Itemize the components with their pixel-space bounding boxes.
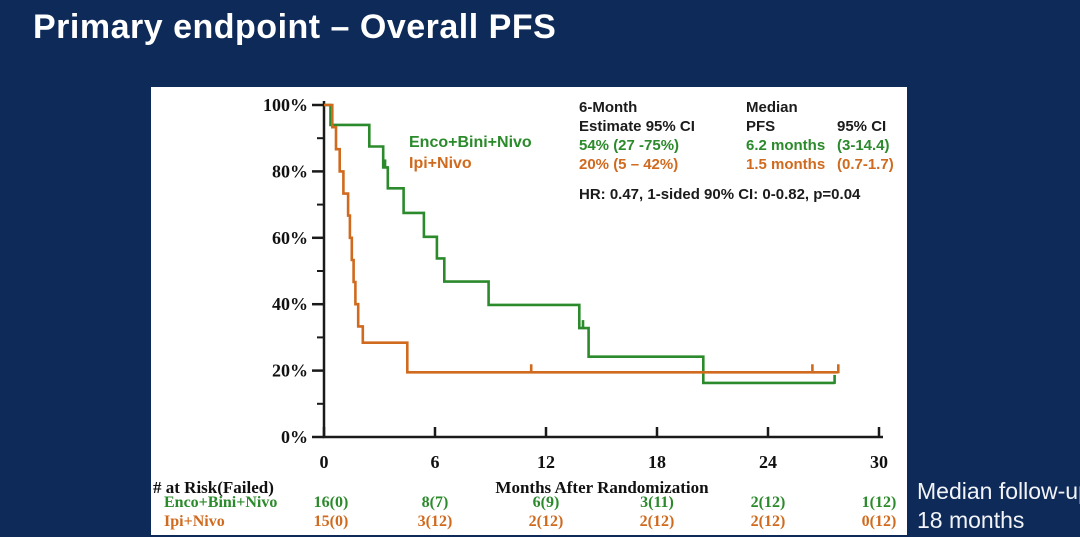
stats-col-ci-h2: 95% CI xyxy=(837,118,887,135)
median-followup-note: Median follow-up: 18 months xyxy=(917,477,1080,535)
chart-panel: 0% 20% 40% 60% 80% 100% 0 6 12 18 24 30 Enco+Bini+N… xyxy=(151,87,907,535)
x-tick-label: 6 xyxy=(431,452,440,472)
y-tick-label: 40% xyxy=(272,294,308,314)
stats-6month-enco: 54% (27 -75%) xyxy=(579,137,680,154)
y-tick-label: 0% xyxy=(281,427,308,447)
x-tick-label: 24 xyxy=(759,452,777,472)
legend-item-ipi: Ipi+Nivo xyxy=(409,155,472,172)
survival-curve-enco-bini-nivo xyxy=(324,103,835,385)
x-tick-label: 30 xyxy=(870,452,888,472)
stats-median-enco: 6.2 months xyxy=(746,137,826,154)
x-tick-label: 12 xyxy=(537,452,555,472)
stats-ci-ipi: (0.7-1.7) xyxy=(837,156,894,173)
x-tick-label: 18 xyxy=(648,452,666,472)
median-followup-line1: Median follow-up: xyxy=(917,478,1080,504)
survival-curve-ipi-nivo xyxy=(324,103,839,374)
median-followup-line2: 18 months xyxy=(917,507,1025,533)
y-tick-label: 20% xyxy=(272,361,308,381)
stats-ci-enco: (3-14.4) xyxy=(837,137,890,154)
y-tick-label: 60% xyxy=(272,228,308,248)
km-chart: 0% 20% 40% 60% 80% 100% 0 6 12 18 24 30 xyxy=(263,95,888,472)
stats-col-6month-h2: Estimate 95% CI xyxy=(579,118,695,135)
page-title: Primary endpoint – Overall PFS xyxy=(33,8,557,46)
stats-col-median-h1: Median xyxy=(746,99,798,116)
stats-median-ipi: 1.5 months xyxy=(746,156,826,173)
x-axis-label: Months After Randomization xyxy=(495,478,709,497)
stats-6month-ipi: 20% (5 – 42%) xyxy=(579,156,679,173)
legend-item-enco: Enco+Bini+Nivo xyxy=(409,134,532,151)
y-tick-label: 100% xyxy=(263,95,308,115)
stats-col-6month-h1: 6-Month xyxy=(579,99,638,116)
stats-col-median-h2: PFS xyxy=(746,118,776,135)
hazard-ratio-line: HR: 0.47, 1-sided 90% CI: 0-0.82, p=0.04 xyxy=(579,186,861,203)
x-tick-label: 0 xyxy=(320,452,329,472)
at-risk-header: # at Risk(Failed) xyxy=(153,478,274,497)
y-tick-label: 80% xyxy=(272,161,308,181)
slide-bottom-edge xyxy=(0,535,1080,537)
